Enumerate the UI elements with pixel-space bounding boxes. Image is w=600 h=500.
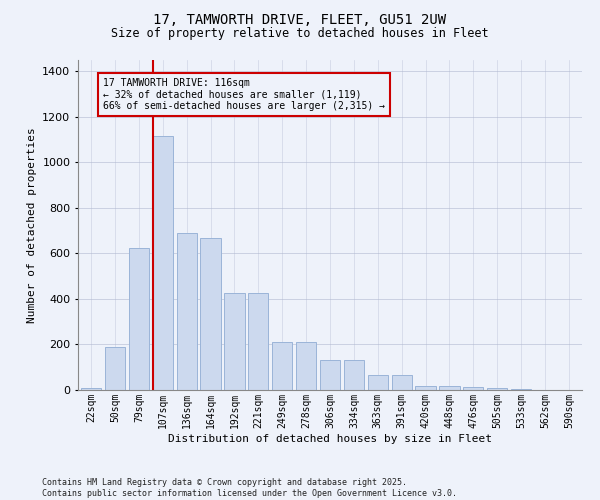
Bar xyxy=(415,386,436,390)
Y-axis label: Number of detached properties: Number of detached properties xyxy=(26,127,37,323)
Bar xyxy=(320,360,340,390)
Bar xyxy=(511,389,531,390)
Bar xyxy=(487,388,508,390)
Text: 17 TAMWORTH DRIVE: 116sqm
← 32% of detached houses are smaller (1,119)
66% of se: 17 TAMWORTH DRIVE: 116sqm ← 32% of detac… xyxy=(103,78,385,112)
Bar xyxy=(129,248,149,390)
Bar xyxy=(248,294,268,390)
Text: Contains HM Land Registry data © Crown copyright and database right 2025.
Contai: Contains HM Land Registry data © Crown c… xyxy=(42,478,457,498)
Bar xyxy=(439,386,460,390)
Bar xyxy=(152,136,173,390)
Text: Size of property relative to detached houses in Fleet: Size of property relative to detached ho… xyxy=(111,28,489,40)
Bar xyxy=(344,360,364,390)
Bar xyxy=(272,342,292,390)
Text: 17, TAMWORTH DRIVE, FLEET, GU51 2UW: 17, TAMWORTH DRIVE, FLEET, GU51 2UW xyxy=(154,12,446,26)
Bar xyxy=(392,375,412,390)
Bar xyxy=(105,347,125,390)
Bar xyxy=(296,342,316,390)
X-axis label: Distribution of detached houses by size in Fleet: Distribution of detached houses by size … xyxy=(168,434,492,444)
Bar xyxy=(463,388,484,390)
Bar xyxy=(368,375,388,390)
Bar xyxy=(224,294,245,390)
Bar xyxy=(176,233,197,390)
Bar xyxy=(200,238,221,390)
Bar xyxy=(81,388,101,390)
